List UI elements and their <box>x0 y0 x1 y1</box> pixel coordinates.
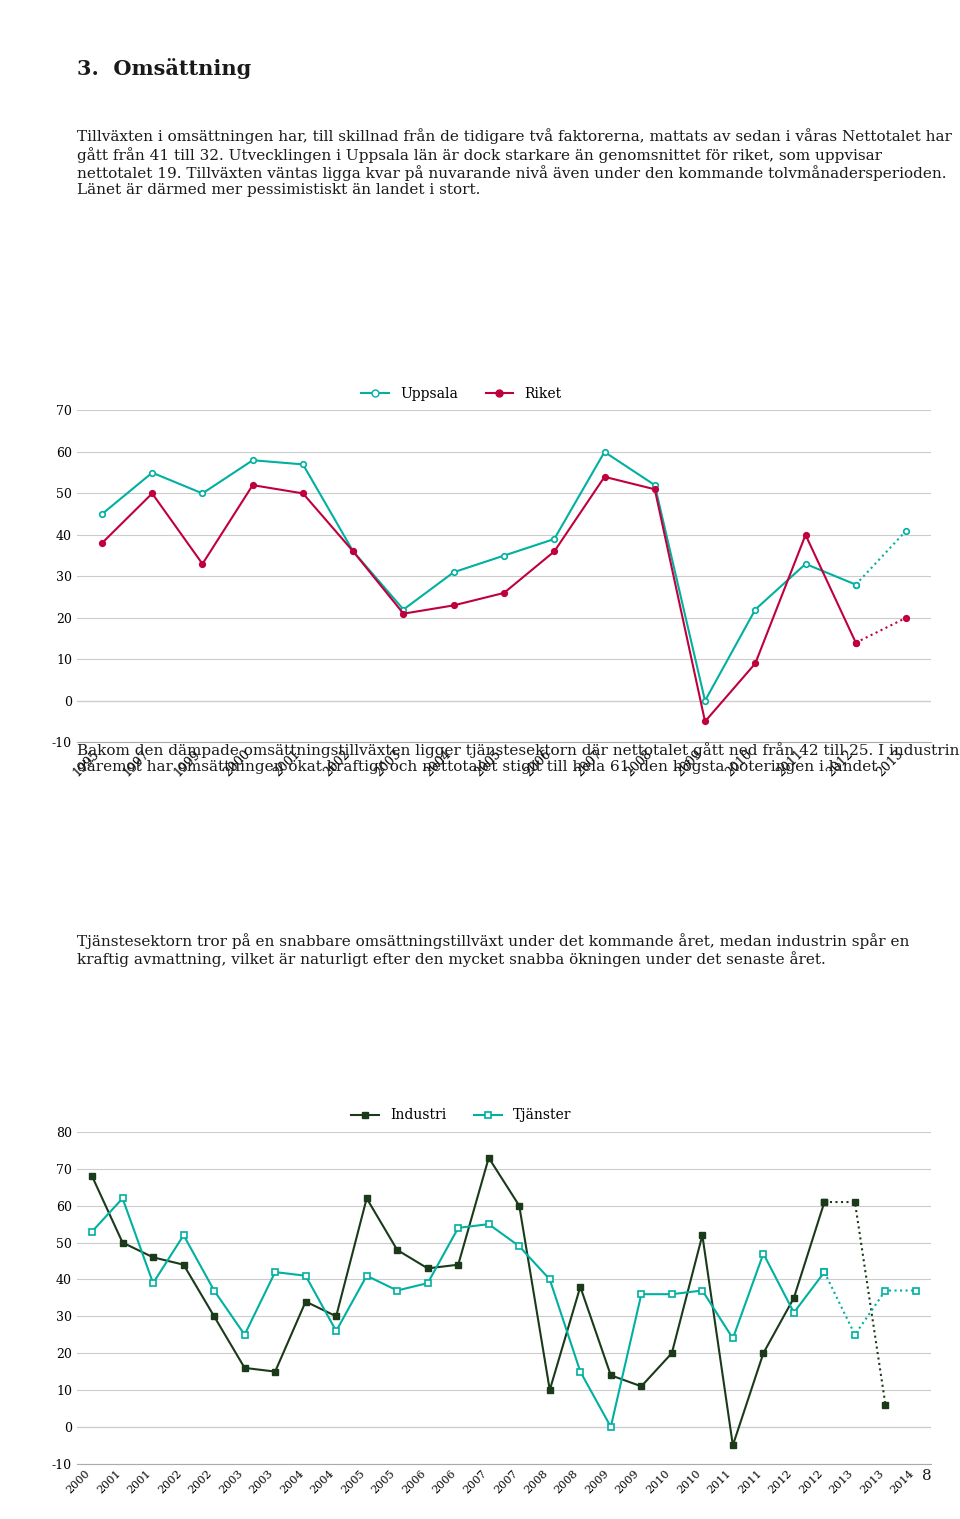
Legend: Industri, Tjänster: Industri, Tjänster <box>346 1103 577 1129</box>
Text: 3.  Omsättning: 3. Omsättning <box>77 58 252 79</box>
Text: 8: 8 <box>922 1469 931 1483</box>
Text: Tjänstesektorn tror på en snabbare omsättningstillväxt under det kommande året, : Tjänstesektorn tror på en snabbare omsät… <box>77 933 909 968</box>
Legend: Uppsala, Riket: Uppsala, Riket <box>355 381 567 407</box>
Text: Tillväxten i omsättningen har, till skillnad från de tidigare två faktorerna, ma: Tillväxten i omsättningen har, till skil… <box>77 129 951 197</box>
Text: Bakom den dämpade omsättningstillväxten ligger tjänstesektorn där nettotalet gåt: Bakom den dämpade omsättningstillväxten … <box>77 743 959 775</box>
